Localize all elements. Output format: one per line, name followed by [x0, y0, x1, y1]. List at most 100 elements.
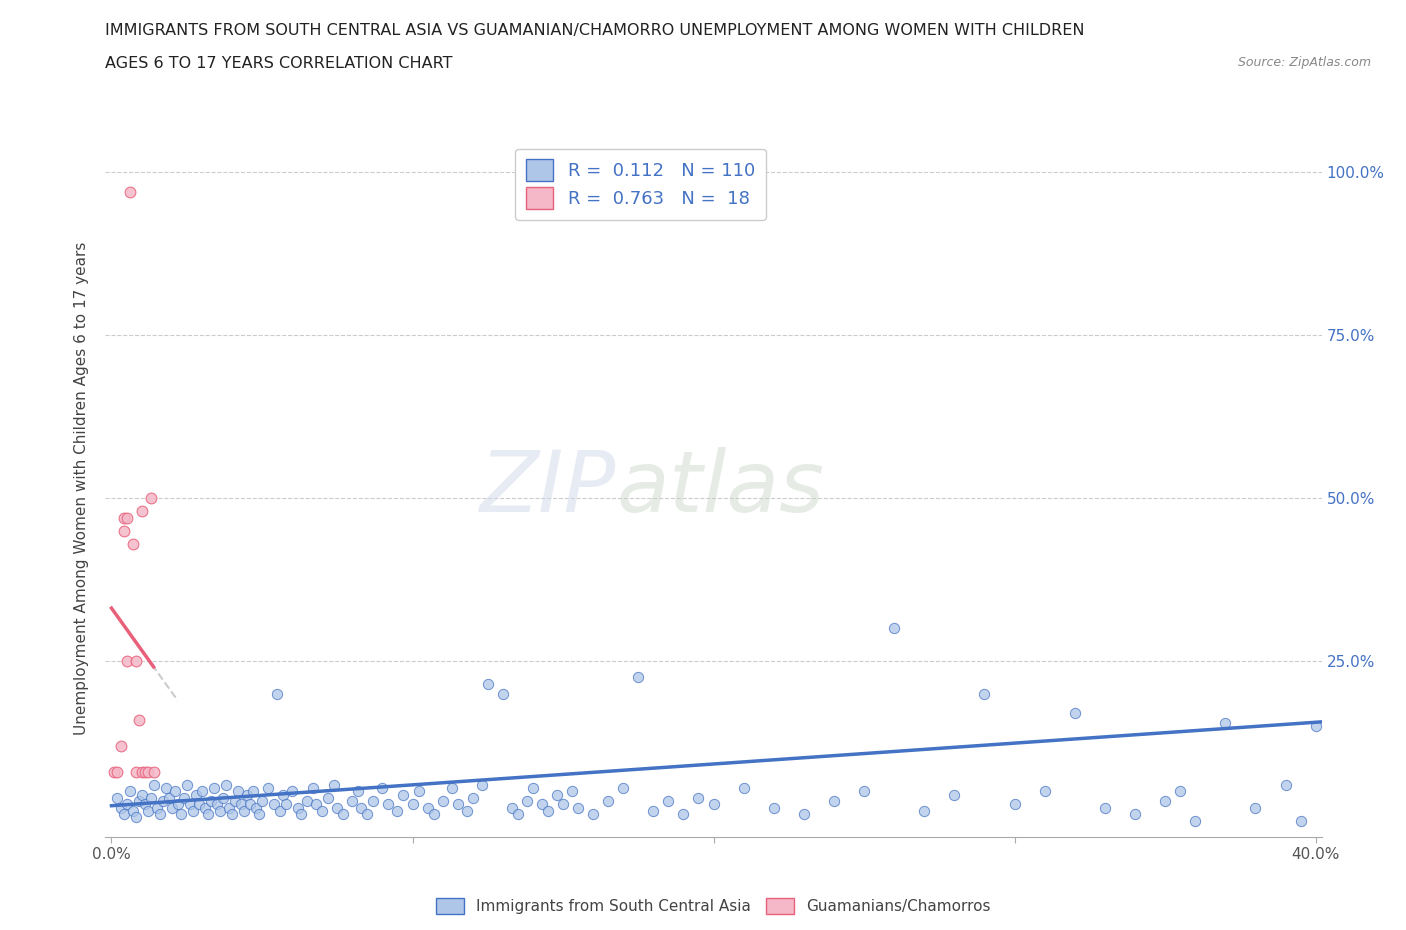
Point [1213, 715, 1236, 730]
Text: ZIP: ZIP [479, 446, 616, 530]
Point [157, 790, 180, 805]
Point [392, 787, 415, 802]
Text: IMMIGRANTS FROM SOUTH CENTRAL ASIA VS GUAMANIAN/CHAMORRO UNEMPLOYMENT AMONG WOME: IMMIGRANTS FROM SOUTH CENTRAL ASIA VS GU… [105, 23, 1085, 38]
Point [762, 800, 785, 815]
Point [149, 806, 172, 821]
Point [139, 491, 162, 506]
Point [139, 790, 162, 805]
Point [408, 784, 430, 799]
Point [973, 686, 995, 701]
Point [236, 787, 259, 802]
Point [250, 793, 273, 808]
Point [136, 804, 159, 818]
Point [134, 797, 156, 812]
Point [305, 797, 328, 812]
Point [643, 804, 665, 818]
Point [118, 784, 141, 799]
Point [224, 793, 246, 808]
Point [247, 806, 270, 821]
Point [461, 790, 484, 805]
Point [551, 797, 574, 812]
Point [471, 777, 494, 792]
Point [205, 797, 228, 812]
Point [142, 764, 165, 779]
Point [1289, 813, 1312, 828]
Point [145, 800, 167, 815]
Point [131, 764, 153, 779]
Point [447, 797, 470, 812]
Point [197, 806, 219, 821]
Point [134, 764, 156, 779]
Point [226, 784, 249, 799]
Point [1305, 719, 1327, 734]
Point [160, 800, 183, 815]
Point [311, 804, 333, 818]
Point [274, 797, 297, 812]
Point [124, 764, 146, 779]
Point [257, 780, 280, 795]
Point [657, 793, 679, 808]
Point [124, 810, 146, 825]
Point [537, 804, 560, 818]
Point [356, 806, 378, 821]
Point [142, 777, 165, 792]
Point [229, 797, 252, 812]
Point [173, 790, 195, 805]
Point [793, 806, 815, 821]
Point [477, 676, 499, 691]
Point [121, 804, 143, 818]
Y-axis label: Unemployment Among Women with Children Ages 6 to 17 years: Unemployment Among Women with Children A… [75, 242, 90, 735]
Point [202, 780, 225, 795]
Point [181, 804, 204, 818]
Point [506, 806, 529, 821]
Point [118, 184, 141, 199]
Point [191, 784, 214, 799]
Point [290, 806, 312, 821]
Point [582, 806, 605, 821]
Point [128, 793, 150, 808]
Point [103, 764, 125, 779]
Point [221, 806, 243, 821]
Point [176, 777, 198, 792]
Point [115, 654, 138, 669]
Point [163, 784, 186, 799]
Point [287, 800, 309, 815]
Point [242, 784, 264, 799]
Point [561, 784, 583, 799]
Point [350, 800, 373, 815]
Point [184, 787, 207, 802]
Text: Source: ZipAtlas.com: Source: ZipAtlas.com [1237, 56, 1371, 69]
Point [688, 790, 710, 805]
Point [212, 790, 235, 805]
Point [194, 800, 217, 815]
Point [1168, 784, 1191, 799]
Point [702, 797, 725, 812]
Point [1154, 793, 1177, 808]
Point [387, 804, 409, 818]
Point [516, 793, 538, 808]
Point [112, 806, 135, 821]
Point [422, 806, 444, 821]
Point [492, 686, 515, 701]
Point [136, 764, 159, 779]
Point [627, 670, 650, 684]
Point [943, 787, 966, 802]
Point [232, 804, 254, 818]
Point [326, 800, 349, 815]
Point [121, 537, 143, 551]
Point [215, 777, 238, 792]
Point [295, 793, 318, 808]
Point [823, 793, 845, 808]
Point [530, 797, 553, 812]
Point [912, 804, 935, 818]
Point [612, 780, 634, 795]
Text: atlas: atlas [616, 446, 824, 530]
Point [853, 784, 876, 799]
Point [266, 686, 288, 701]
Point [200, 793, 222, 808]
Point [432, 793, 454, 808]
Point [598, 793, 620, 808]
Point [281, 784, 304, 799]
Point [110, 800, 132, 815]
Text: AGES 6 TO 17 YEARS CORRELATION CHART: AGES 6 TO 17 YEARS CORRELATION CHART [105, 56, 453, 71]
